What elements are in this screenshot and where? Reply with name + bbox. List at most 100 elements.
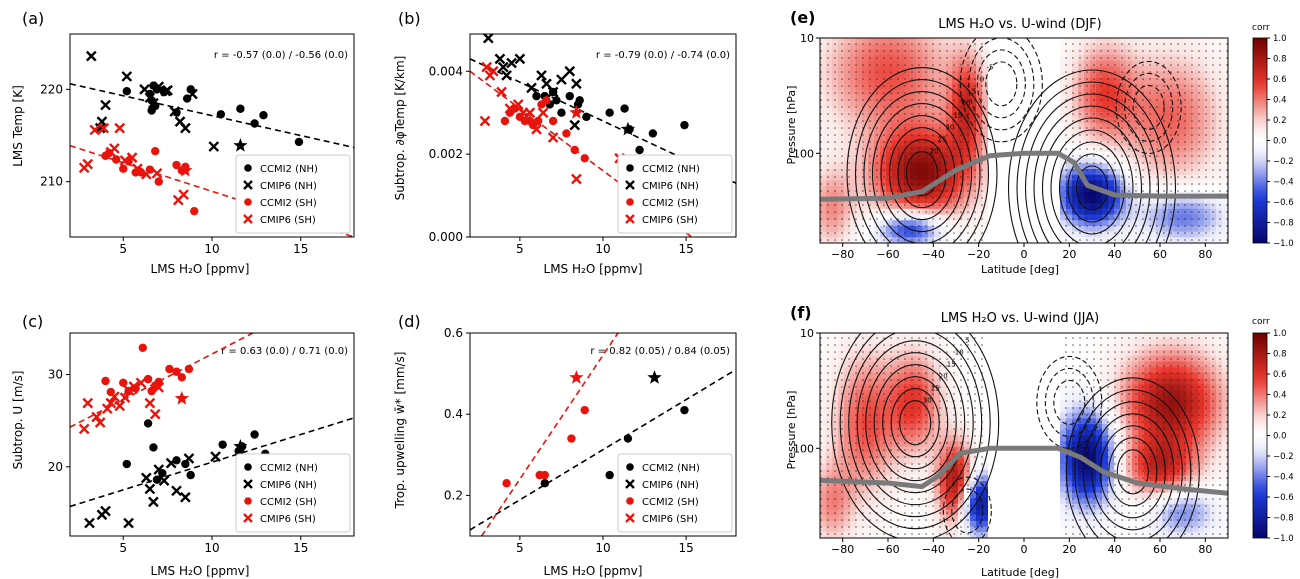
heatmap-cell bbox=[1000, 208, 1007, 216]
heatmap-cell bbox=[1018, 55, 1025, 62]
heatmap-cell bbox=[1012, 372, 1019, 380]
x-axis-label: LMS H₂O [ppmv] bbox=[544, 564, 643, 578]
data-point bbox=[635, 145, 644, 155]
heatmap-cell bbox=[1018, 361, 1025, 368]
heatmap-cell bbox=[1036, 429, 1043, 437]
heatmap-cell bbox=[1048, 140, 1055, 147]
heatmap-cell bbox=[1000, 214, 1007, 221]
y-tick-label: 210 bbox=[40, 175, 63, 189]
heatmap-cell bbox=[1054, 38, 1061, 45]
heatmap-cell bbox=[994, 384, 1001, 391]
colorbar-tick-label: 0.6 bbox=[1273, 75, 1287, 85]
data-point bbox=[121, 71, 133, 82]
legend-marker bbox=[626, 497, 634, 505]
heatmap-cell bbox=[1000, 83, 1007, 90]
heatmap-cell bbox=[1012, 344, 1019, 351]
heatmap-cell bbox=[1012, 532, 1019, 538]
heatmap-cell bbox=[1012, 174, 1019, 181]
heatmap-cell bbox=[1042, 503, 1049, 511]
heatmap-cell bbox=[994, 429, 1001, 437]
heatmap-cell bbox=[1000, 106, 1007, 113]
heatmap-cell bbox=[1042, 481, 1049, 488]
heatmap-cell bbox=[1012, 429, 1019, 437]
heatmap-cell bbox=[1000, 515, 1007, 522]
heatmap-cell bbox=[1018, 157, 1025, 164]
heatmap-cell bbox=[1012, 441, 1019, 448]
heatmap-cell bbox=[994, 94, 1001, 102]
heatmap-cell bbox=[1036, 134, 1043, 142]
heatmap-cell bbox=[1036, 407, 1043, 414]
heatmap-cell bbox=[994, 106, 1001, 113]
heatmap-cell bbox=[1042, 389, 1049, 397]
data-point bbox=[181, 459, 190, 469]
heatmap-cell bbox=[1018, 338, 1025, 345]
wind-contour bbox=[1041, 117, 1143, 243]
heatmap-cell bbox=[1000, 412, 1007, 420]
heatmap-cell bbox=[1024, 338, 1031, 345]
panel-e: (e) LMS H₂O vs. U-wind (DJF) Pressure [h… bbox=[785, 8, 1270, 276]
data-point bbox=[496, 86, 507, 98]
regression-line-sh bbox=[480, 333, 619, 536]
heatmap-cell bbox=[988, 475, 995, 482]
contour-label: -5 bbox=[987, 64, 994, 72]
heatmap-cell bbox=[1012, 503, 1019, 511]
heatmap-cell bbox=[1054, 350, 1061, 357]
heatmap-cell bbox=[1024, 49, 1031, 56]
x-tick-label: 60 bbox=[1153, 248, 1167, 261]
heatmap-cell bbox=[1006, 208, 1013, 216]
data-point bbox=[169, 106, 181, 117]
data-point bbox=[143, 374, 153, 384]
heatmap-cell bbox=[1048, 407, 1055, 414]
heatmap-cell bbox=[1036, 469, 1043, 476]
heatmap-cell bbox=[1018, 463, 1025, 471]
heatmap-cell bbox=[1030, 401, 1037, 408]
heatmap-cell bbox=[988, 412, 995, 420]
data-point bbox=[552, 96, 561, 105]
heatmap-cell bbox=[988, 441, 995, 448]
heatmap-cell bbox=[994, 509, 1001, 516]
data-point bbox=[148, 496, 159, 508]
heatmap-cell bbox=[1036, 503, 1043, 511]
heatmap-cell bbox=[1006, 333, 1013, 340]
heatmap-cell bbox=[1006, 106, 1013, 113]
heatmap-cell bbox=[1000, 475, 1007, 482]
heatmap-cell bbox=[988, 146, 995, 153]
heatmap-cell bbox=[1048, 435, 1055, 442]
data-point bbox=[487, 65, 499, 77]
data-point bbox=[154, 177, 163, 186]
heatmap-cell bbox=[1048, 43, 1055, 50]
heatmap-cell bbox=[1006, 72, 1013, 79]
data-point bbox=[580, 154, 589, 163]
heatmap-cell bbox=[1018, 117, 1025, 125]
heatmap-cell bbox=[1018, 49, 1025, 56]
wind-contour bbox=[905, 151, 939, 197]
heatmap-cell bbox=[1024, 106, 1031, 113]
heatmap-cell bbox=[988, 372, 995, 380]
heatmap-cell bbox=[1036, 344, 1043, 351]
panel-label: (b) bbox=[398, 9, 421, 28]
data-point bbox=[540, 479, 550, 488]
heatmap-cell bbox=[994, 492, 1001, 499]
heatmap-cell bbox=[1048, 38, 1055, 45]
heatmap-cell bbox=[988, 140, 995, 147]
heatmap-cell bbox=[1012, 418, 1019, 425]
heatmap-cell bbox=[1024, 509, 1031, 516]
heatmap-cell bbox=[1012, 208, 1019, 216]
data-point bbox=[101, 376, 110, 386]
heatmap-cell bbox=[1054, 163, 1061, 170]
x-tick-label: −80 bbox=[831, 248, 854, 261]
heatmap-cell bbox=[1000, 180, 1007, 187]
panel-f: (f) LMS H₂O vs. U-wind (JJA) Pressure [h… bbox=[785, 303, 1270, 579]
data-point bbox=[623, 434, 633, 443]
heatmap-cell bbox=[1012, 384, 1019, 391]
heatmap-cell bbox=[1012, 49, 1019, 56]
heatmap-cell bbox=[1018, 458, 1025, 465]
wind-contour bbox=[880, 115, 964, 233]
heatmap-cell bbox=[1030, 163, 1037, 170]
heatmap-cell bbox=[1030, 367, 1037, 374]
y-axis-label: Subtrop. U [m/s] bbox=[11, 371, 25, 470]
heatmap-cell bbox=[1030, 55, 1037, 62]
